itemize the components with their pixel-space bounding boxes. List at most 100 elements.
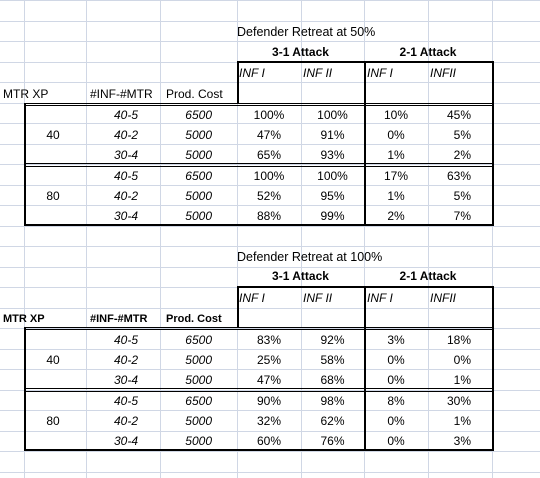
section-title: Defender Retreat at 50% — [237, 25, 376, 39]
table-border — [24, 388, 494, 389]
gridline-vertical — [237, 0, 238, 478]
value-cell: 83% — [256, 333, 282, 347]
value-cell: 5% — [453, 128, 471, 142]
value-cell: 0% — [387, 434, 405, 448]
value-cell: 25% — [256, 353, 282, 367]
column-label: INF II — [303, 291, 333, 305]
value-cell: 60% — [256, 434, 282, 448]
prod-cost: 5000 — [185, 373, 212, 387]
mtr-xp-value: 40 — [46, 353, 60, 367]
value-cell: 8% — [387, 394, 405, 408]
table-border — [24, 163, 494, 164]
value-cell: 100% — [253, 169, 285, 183]
gridline-horizontal — [0, 164, 540, 165]
value-cell: 100% — [317, 108, 348, 122]
table-border — [24, 166, 494, 167]
value-cell: 1% — [453, 414, 471, 428]
prod-cost: 5000 — [185, 148, 212, 162]
column-label: INF I — [239, 66, 265, 80]
header-mtr-xp: MTR XP — [3, 313, 45, 325]
gridline-horizontal — [0, 41, 540, 42]
column-label: INF I — [367, 291, 393, 305]
value-cell: 100% — [317, 169, 348, 183]
attack-group-header: 3-1 Attack — [272, 269, 329, 283]
gridline-horizontal — [0, 246, 540, 247]
column-label: INFII — [430, 291, 456, 305]
column-label: INF I — [239, 291, 265, 305]
table-border — [24, 105, 494, 106]
header-mtr-xp: MTR XP — [3, 87, 49, 101]
prod-cost: 5000 — [185, 353, 212, 367]
value-cell: 1% — [453, 373, 471, 387]
value-cell: 90% — [256, 394, 282, 408]
gridline-horizontal — [0, 82, 540, 83]
value-cell: 88% — [256, 209, 282, 223]
table-border — [364, 286, 366, 328]
table-border — [492, 61, 494, 104]
prod-cost: 5000 — [185, 189, 212, 203]
gridline-horizontal — [0, 144, 540, 145]
gridline-vertical — [86, 0, 87, 478]
table-border — [237, 286, 239, 328]
mtr-xp-value: 40 — [46, 128, 60, 142]
value-cell: 68% — [320, 373, 345, 387]
prod-cost: 6500 — [185, 169, 212, 183]
inf-mtr-mix: 40-2 — [113, 189, 138, 203]
gridline-vertical — [492, 0, 493, 478]
prod-cost: 5000 — [185, 434, 212, 448]
gridline-vertical — [160, 0, 161, 478]
value-cell: 98% — [320, 394, 345, 408]
table-border — [492, 103, 494, 226]
table-border — [364, 103, 366, 226]
gridline-horizontal — [0, 369, 540, 370]
value-cell: 3% — [453, 434, 471, 448]
value-cell: 76% — [320, 434, 345, 448]
value-cell: 0% — [387, 128, 405, 142]
value-cell: 52% — [256, 189, 282, 203]
gridline-horizontal — [0, 431, 540, 432]
value-cell: 0% — [453, 353, 471, 367]
table-border — [24, 327, 494, 328]
inf-mtr-mix: 30-4 — [113, 373, 138, 387]
inf-mtr-mix: 30-4 — [113, 434, 138, 448]
gridline-horizontal — [0, 349, 540, 350]
gridline-horizontal — [0, 472, 540, 473]
prod-cost: 5000 — [185, 414, 212, 428]
table-border — [364, 61, 366, 104]
attack-group-header: 2-1 Attack — [399, 45, 457, 59]
value-cell: 65% — [256, 148, 282, 162]
table-border — [364, 327, 366, 451]
header-prod-cost: Prod. Cost — [166, 313, 222, 325]
mtr-xp-value: 80 — [46, 414, 60, 428]
value-cell: 18% — [446, 333, 471, 347]
gridline-horizontal — [0, 205, 540, 206]
value-cell: 0% — [387, 353, 405, 367]
gridline-vertical — [364, 0, 365, 478]
header-inf-mtr: #INF-#MTR — [90, 87, 153, 101]
prod-cost: 6500 — [185, 394, 212, 408]
value-cell: 3% — [387, 333, 405, 347]
gridline-vertical — [428, 0, 429, 478]
value-cell: 0% — [387, 373, 405, 387]
value-cell: 47% — [256, 128, 282, 142]
gridline-horizontal — [0, 267, 540, 268]
inf-mtr-mix: 40-2 — [113, 128, 138, 142]
prod-cost: 6500 — [185, 108, 212, 122]
inf-mtr-mix: 40-5 — [113, 333, 138, 347]
value-cell: 63% — [446, 169, 471, 183]
value-cell: 91% — [320, 128, 345, 142]
gridline-horizontal — [0, 451, 540, 452]
value-cell: 7% — [453, 209, 471, 223]
inf-mtr-mix: 40-2 — [113, 353, 138, 367]
attack-group-header: 3-1 Attack — [272, 45, 329, 59]
value-cell: 17% — [383, 169, 409, 183]
section-title: Defender Retreat at 100% — [237, 250, 383, 264]
header-inf-mtr: #INF-#MTR — [90, 313, 148, 325]
table-border — [24, 391, 494, 392]
gridline-vertical — [24, 0, 25, 478]
column-label: INF II — [303, 66, 333, 80]
table-border — [492, 327, 494, 451]
table-border — [24, 327, 26, 451]
gridline-horizontal — [0, 123, 540, 124]
